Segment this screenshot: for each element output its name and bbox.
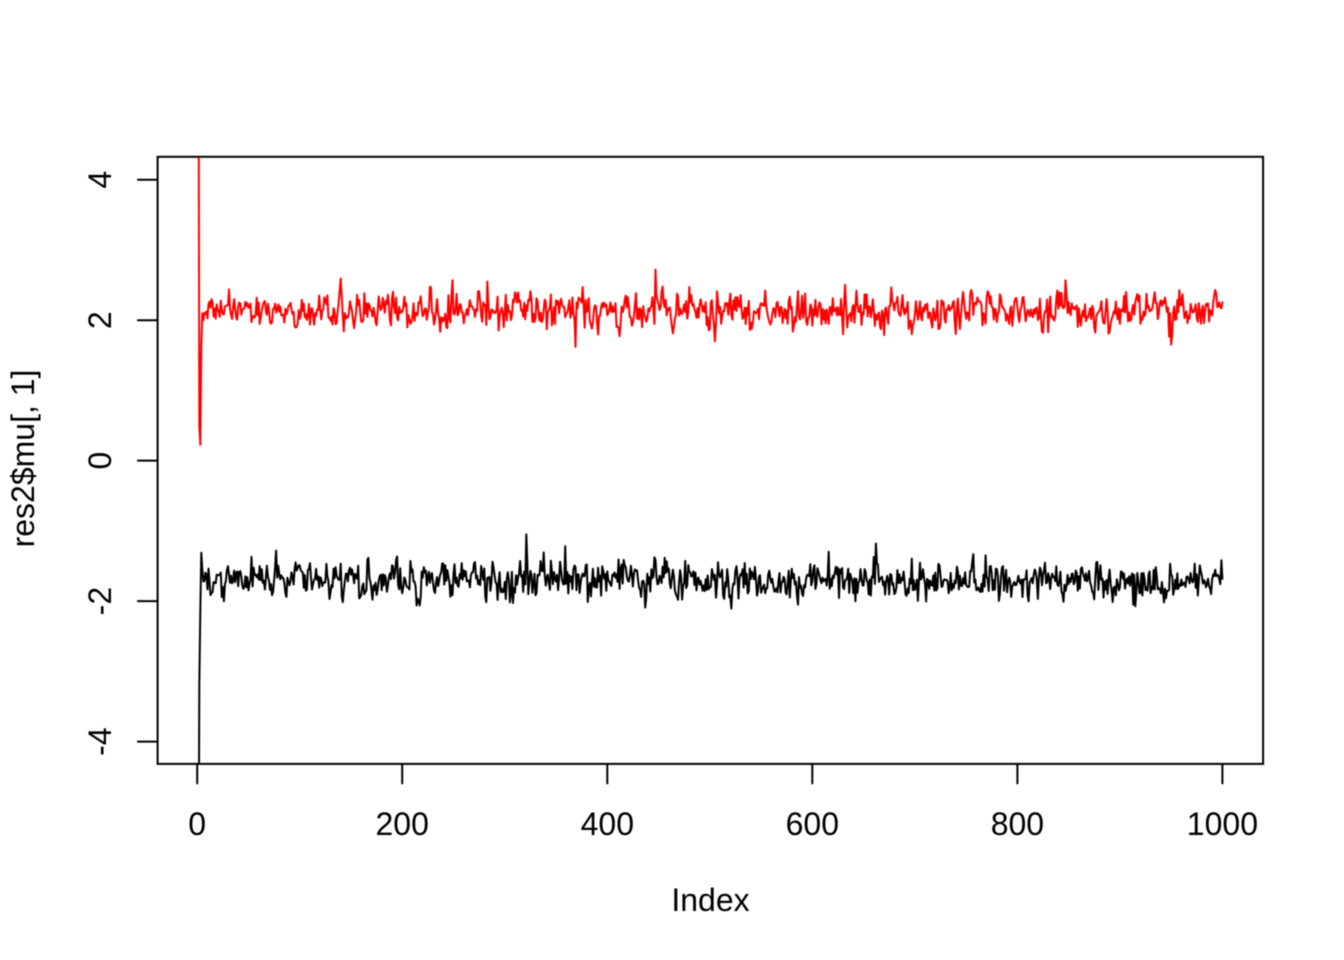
svg-text:600: 600 xyxy=(786,806,839,842)
svg-text:800: 800 xyxy=(991,806,1044,842)
svg-text:res2$mu[, 1]: res2$mu[, 1] xyxy=(5,370,41,548)
svg-text:-4: -4 xyxy=(82,727,118,755)
svg-text:4: 4 xyxy=(82,171,118,189)
svg-text:400: 400 xyxy=(581,806,634,842)
svg-text:Index: Index xyxy=(671,882,749,918)
svg-text:200: 200 xyxy=(376,806,429,842)
svg-text:2: 2 xyxy=(82,311,118,329)
svg-text:1000: 1000 xyxy=(1187,806,1258,842)
svg-text:0: 0 xyxy=(188,806,206,842)
svg-text:0: 0 xyxy=(82,452,118,470)
svg-text:-2: -2 xyxy=(82,587,118,615)
